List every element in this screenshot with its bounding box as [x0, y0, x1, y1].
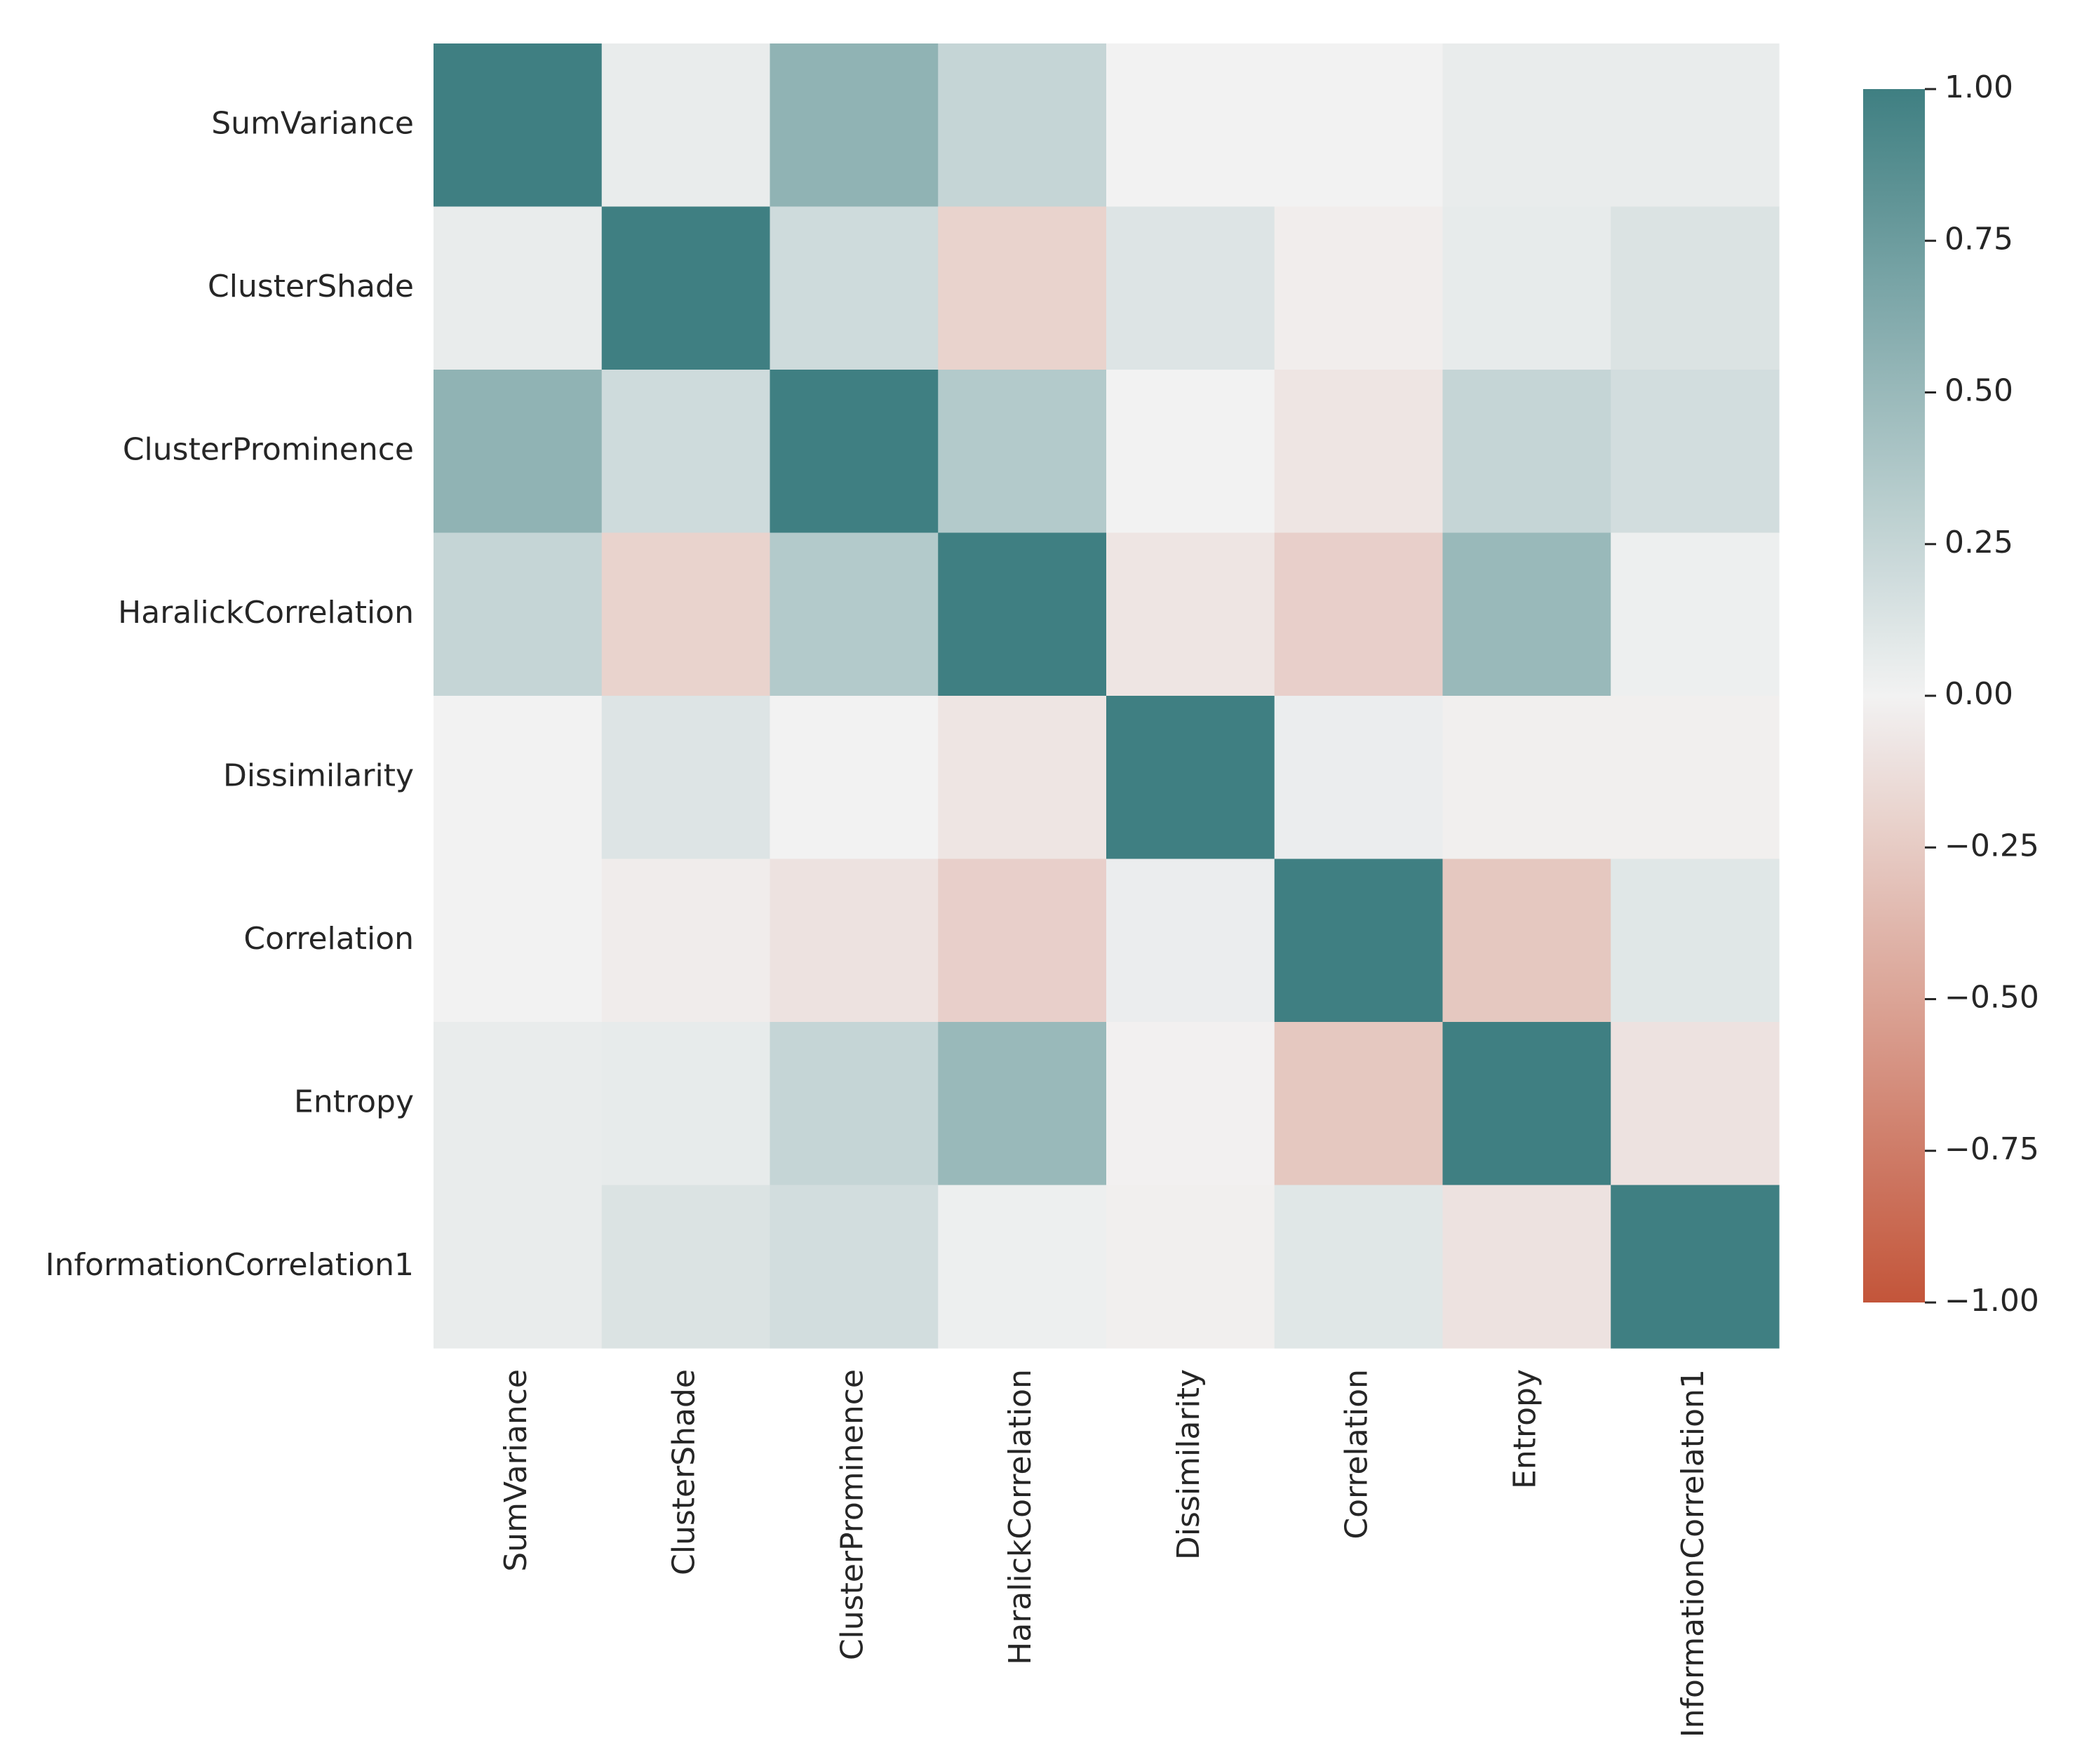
- heatmap-cell-6-6: [1442, 1022, 1611, 1186]
- row-label-7: InformationCorrelation1: [46, 1247, 414, 1283]
- heatmap-cell-0-4: [1106, 43, 1275, 208]
- colorbar-tick-label-1: 0.75: [1945, 221, 2013, 257]
- heatmap-cell-0-1: [601, 43, 771, 208]
- heatmap-cell-7-0: [434, 1185, 603, 1349]
- heatmap-cell-6-4: [1106, 1022, 1275, 1186]
- heatmap-cell-2-5: [1274, 370, 1444, 534]
- heatmap-cell-7-2: [770, 1185, 939, 1349]
- heatmap-cell-4-6: [1442, 696, 1611, 860]
- heatmap-cell-2-0: [434, 370, 603, 534]
- heatmap-cell-7-6: [1442, 1185, 1611, 1349]
- heatmap-cell-6-1: [601, 1022, 771, 1186]
- row-label-3: HaralickCorrelation: [118, 595, 414, 631]
- heatmap-cell-1-0: [434, 206, 603, 370]
- heatmap-cell-1-1: [601, 206, 771, 370]
- heatmap-cell-3-1: [601, 532, 771, 696]
- heatmap-cell-7-1: [601, 1185, 771, 1349]
- heatmap-cell-4-7: [1611, 696, 1780, 860]
- heatmap-cell-3-3: [938, 532, 1107, 696]
- heatmap-cell-6-0: [434, 1022, 603, 1186]
- heatmap-cell-0-5: [1274, 43, 1444, 208]
- heatmap-cell-0-3: [938, 43, 1107, 208]
- heatmap-cell-2-6: [1442, 370, 1611, 534]
- column-label-4: Dissimilarity: [1171, 1369, 1207, 1560]
- column-label-3: HaralickCorrelation: [1002, 1369, 1038, 1665]
- heatmap-cell-1-4: [1106, 206, 1275, 370]
- heatmap-cell-2-3: [938, 370, 1107, 534]
- heatmap-cell-4-2: [770, 696, 939, 860]
- colorbar-tick-label-4: 0.00: [1945, 676, 2013, 712]
- heatmap-cell-1-2: [770, 206, 939, 370]
- colorbar-tick-label-7: −0.75: [1945, 1131, 2039, 1167]
- row-label-5: Correlation: [243, 921, 414, 957]
- row-label-6: Entropy: [294, 1084, 414, 1119]
- heatmap-cell-1-3: [938, 206, 1107, 370]
- heatmap-cell-3-7: [1611, 532, 1780, 696]
- column-label-2: ClusterProminence: [834, 1369, 870, 1660]
- colorbar-tick-label-0: 1.00: [1945, 69, 2013, 105]
- heatmap-cell-1-5: [1274, 206, 1444, 370]
- heatmap-cell-5-1: [601, 859, 771, 1023]
- heatmap-cell-4-5: [1274, 696, 1444, 860]
- heatmap-cell-4-0: [434, 696, 603, 860]
- colorbar-tick-label-8: −1.00: [1945, 1283, 2039, 1319]
- heatmap-cell-1-6: [1442, 206, 1611, 370]
- heatmap-cell-0-6: [1442, 43, 1611, 208]
- heatmap-cell-3-6: [1442, 532, 1611, 696]
- column-label-6: Entropy: [1507, 1369, 1543, 1489]
- heatmap-cell-3-5: [1274, 532, 1444, 696]
- heatmap-cell-6-2: [770, 1022, 939, 1186]
- row-tick-labels: SumVariance ClusterShade ClusterProminence…: [46, 105, 414, 1283]
- colorbar-tick-label-3: 0.25: [1945, 525, 2013, 560]
- heatmap-cell-7-4: [1106, 1185, 1275, 1349]
- heatmap-cell-7-5: [1274, 1185, 1444, 1349]
- colorbar: 1.00 0.75 0.50 0.25 0.00 −0.25 −0.50 −0.75 −1.00: [1863, 69, 2039, 1319]
- row-label-4: Dissimilarity: [223, 758, 414, 793]
- heatmap-cell-5-4: [1106, 859, 1275, 1023]
- heatmap-cell-2-7: [1611, 370, 1780, 534]
- heatmap-cell-5-2: [770, 859, 939, 1023]
- heatmap-cell-7-3: [938, 1185, 1107, 1349]
- column-tick-labels: SumVariance ClusterShade ClusterProminence…: [498, 1369, 1711, 1737]
- colorbar-tick-label-2: 0.50: [1945, 373, 2013, 409]
- heatmap-cell-5-6: [1442, 859, 1611, 1023]
- heatmap-cell-0-0: [434, 43, 603, 208]
- heatmap-cell-7-7: [1611, 1185, 1780, 1349]
- column-label-1: ClusterShade: [666, 1369, 702, 1575]
- row-label-2: ClusterProminence: [123, 431, 414, 467]
- heatmap-cell-1-7: [1611, 206, 1780, 370]
- heatmap-cell-0-2: [770, 43, 939, 208]
- heatmap-cell-2-4: [1106, 370, 1275, 534]
- heatmap-cell-3-2: [770, 532, 939, 696]
- heatmap-cell-4-1: [601, 696, 771, 860]
- colorbar-gradient: [1863, 89, 1925, 1302]
- heatmap-cell-2-1: [601, 370, 771, 534]
- heatmap-cell-0-7: [1611, 43, 1780, 208]
- column-label-0: SumVariance: [498, 1369, 534, 1572]
- row-label-1: ClusterShade: [208, 269, 414, 304]
- heatmap-cell-4-4: [1106, 696, 1275, 860]
- column-label-5: Correlation: [1339, 1369, 1375, 1540]
- colorbar-tick-label-5: −0.25: [1945, 828, 2039, 863]
- heatmap-cell-6-3: [938, 1022, 1107, 1186]
- heatmap-cell-5-3: [938, 859, 1107, 1023]
- heatmap-cell-3-4: [1106, 532, 1275, 696]
- heatmap-cell-4-3: [938, 696, 1107, 860]
- heatmap-cell-5-0: [434, 859, 603, 1023]
- heatmap-cell-5-7: [1611, 859, 1780, 1023]
- heatmap-cell-2-2: [770, 370, 939, 534]
- column-label-7: InformationCorrelation1: [1675, 1369, 1711, 1737]
- row-label-0: SumVariance: [211, 105, 414, 141]
- heatmap-cell-6-7: [1611, 1022, 1780, 1186]
- heatmap-cell-5-5: [1274, 859, 1444, 1023]
- heatmap-cell-3-0: [434, 532, 603, 696]
- heatmap-cell-6-5: [1274, 1022, 1444, 1186]
- heatmap-cells: [434, 43, 1780, 1349]
- colorbar-tick-label-6: −0.50: [1945, 980, 2039, 1016]
